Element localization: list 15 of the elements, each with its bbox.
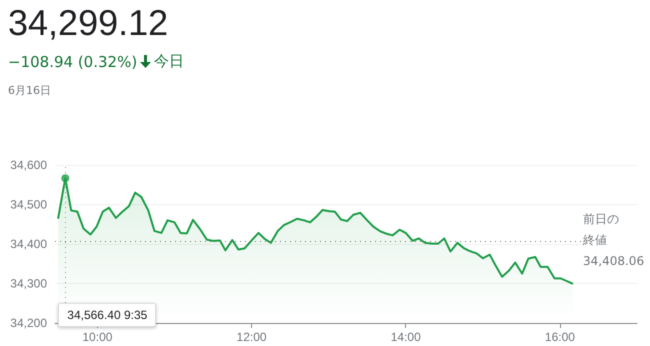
x-tick-label: 10:00 <box>82 330 113 344</box>
y-tick-label: 34,400 <box>10 237 48 251</box>
y-tick-label: 34,300 <box>10 276 48 290</box>
x-tick-label: 14:00 <box>390 330 422 344</box>
x-tick-label: 12:00 <box>236 330 267 344</box>
annotation: 34,566.40 9:35 <box>58 303 156 327</box>
chart-subtitle: −108.94 (0.32%) <box>8 52 138 70</box>
y-tick-label: 34,500 <box>10 198 48 212</box>
y-tick-label: 34,600 <box>10 158 48 172</box>
chart-title: 34,299.12 <box>8 2 168 44</box>
text: 6月16日 <box>8 83 51 98</box>
ref-line-label: 前日の終値 34,408.06 <box>583 208 644 272</box>
y-tick-label: 34,200 <box>10 316 48 330</box>
text: 今日 <box>154 52 184 71</box>
x-tick-label: 16:00 <box>544 330 576 344</box>
